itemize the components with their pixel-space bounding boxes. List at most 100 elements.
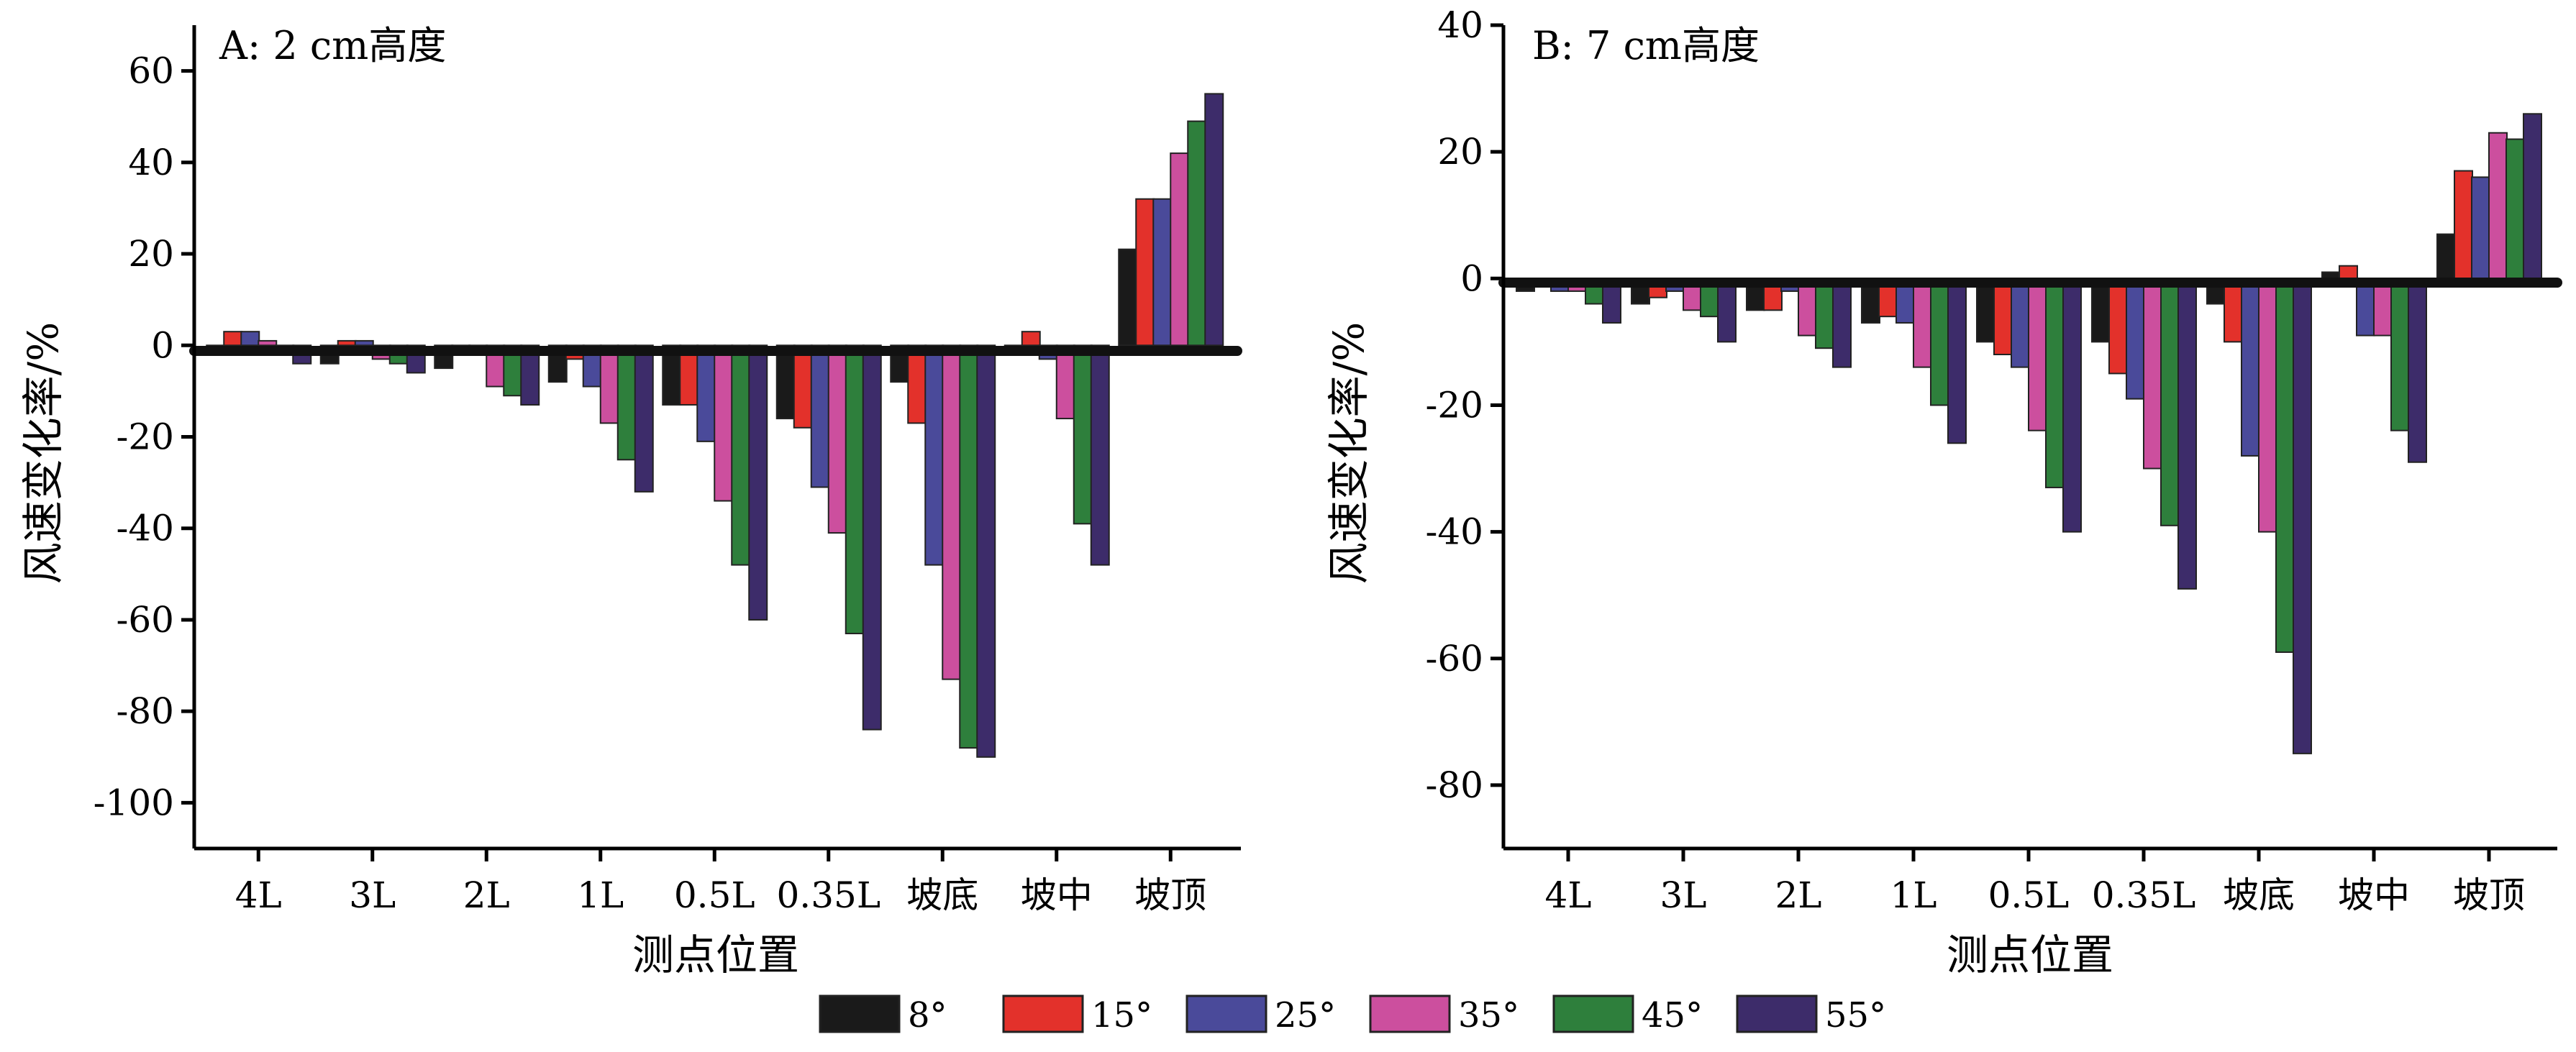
- bar: [1913, 278, 1932, 368]
- bar: [2523, 113, 2542, 280]
- bar: [2045, 278, 2065, 488]
- bar: [845, 344, 865, 635]
- bar: [959, 344, 979, 749]
- x-tick-label: 坡顶: [1134, 874, 1206, 916]
- legend-label: 8°: [908, 995, 947, 1035]
- bar: [223, 331, 243, 347]
- bar: [240, 331, 260, 347]
- bar: [907, 344, 927, 424]
- bar: [2471, 176, 2490, 280]
- bar: [599, 344, 619, 424]
- bar: [2224, 278, 2243, 343]
- legend: 8° 15° 25° 35° 45° 55°: [819, 994, 1886, 1035]
- x-axis-ticks-a: 4L 3L 2L 1L 0.5L 0.35L 坡底 坡中 坡顶: [235, 849, 1206, 916]
- bar: [1187, 120, 1207, 347]
- bar: [1073, 344, 1093, 525]
- legend-swatch: [1552, 994, 1634, 1033]
- x-tick-label: 2L: [1775, 874, 1821, 916]
- bar: [1993, 278, 2013, 355]
- bar: [634, 344, 654, 493]
- y-tick-label: 60: [128, 50, 174, 92]
- bar: [2126, 278, 2145, 400]
- panel-b: 风速变化率/% 40 20 0 -20 -40 -60 -80 4L 3L 2L 1L 0.5L 0.…: [1324, 4, 2562, 979]
- bars-a: [206, 93, 1224, 758]
- panel-title-b: B: 7 cm高度: [1532, 23, 1760, 68]
- bar: [2160, 278, 2180, 526]
- bar: [2408, 278, 2427, 463]
- y-tick-label: -80: [116, 690, 174, 732]
- bar: [1976, 278, 1995, 343]
- legend-label: 25°: [1275, 995, 1336, 1035]
- bar: [2062, 278, 2082, 533]
- y-tick-label: 0: [151, 324, 174, 366]
- y-tick-label: 20: [128, 233, 174, 275]
- bar: [1055, 344, 1075, 420]
- x-axis-title-a: 测点位置: [632, 930, 799, 979]
- x-axis-title-b: 测点位置: [1947, 930, 2113, 979]
- x-tick-label: 0.35L: [2092, 874, 2196, 916]
- panel-a: 风速变化率/% 60 40 20 0 -20 -40 -60 -80 -100 4L 3L 2L 1L…: [19, 23, 1242, 979]
- x-tick-label: 1L: [577, 874, 624, 916]
- bar: [1170, 152, 1190, 347]
- bar: [2454, 170, 2473, 280]
- y-tick-label: 0: [1460, 257, 1483, 299]
- x-tick-label: 坡中: [1021, 874, 1093, 916]
- bar: [1204, 93, 1224, 347]
- bars-b: [1516, 113, 2542, 754]
- bar: [793, 344, 813, 429]
- bar: [1090, 344, 1110, 566]
- bar: [942, 344, 962, 680]
- y-tick-label: 40: [1437, 4, 1483, 46]
- x-tick-label: 坡顶: [2453, 874, 2525, 916]
- bar: [810, 344, 830, 488]
- bar: [258, 339, 278, 347]
- bar: [731, 344, 751, 566]
- bar: [2143, 278, 2162, 470]
- bar: [2488, 132, 2508, 280]
- bar: [2390, 278, 2410, 431]
- bar: [2177, 278, 2197, 590]
- bar: [862, 344, 882, 731]
- bar: [2091, 278, 2111, 343]
- bar: [2506, 138, 2525, 280]
- legend-swatch: [1002, 994, 1084, 1033]
- legend-swatch: [1369, 994, 1451, 1033]
- bar: [1135, 198, 1155, 347]
- y-tick-label: -60: [116, 599, 174, 641]
- x-tick-label: 0.5L: [674, 874, 755, 916]
- bar: [2293, 278, 2312, 754]
- bar: [714, 344, 734, 502]
- bar: [827, 344, 847, 534]
- bar: [696, 344, 716, 442]
- y-axis-ticks-b: 40 20 0 -20 -40 -60 -80: [1425, 4, 1503, 806]
- bar: [354, 339, 374, 347]
- bar: [1021, 331, 1041, 347]
- bar: [1832, 278, 1852, 368]
- bar: [1152, 198, 1173, 347]
- y-axis-title-a: 风速变化率/%: [19, 322, 68, 585]
- bar: [748, 344, 768, 621]
- y-tick-label: 40: [128, 142, 174, 183]
- legend-label: 45°: [1642, 995, 1703, 1035]
- panel-title-a: A: 2 cm高度: [219, 23, 446, 68]
- bar: [616, 344, 637, 461]
- legend-label: 55°: [1825, 995, 1886, 1035]
- x-tick-label: 1L: [1890, 874, 1936, 916]
- x-tick-label: 3L: [349, 874, 396, 916]
- x-tick-label: 坡底: [2223, 874, 2295, 916]
- x-tick-label: 2L: [463, 874, 510, 916]
- y-tick-label: -20: [1425, 384, 1483, 426]
- y-tick-label: -20: [116, 416, 174, 458]
- legend-swatch: [1185, 994, 1267, 1033]
- legend-swatch: [819, 994, 901, 1033]
- y-tick-label: -40: [1425, 511, 1483, 553]
- bar: [2011, 278, 2030, 368]
- bar: [2321, 271, 2341, 280]
- x-tick-label: 3L: [1660, 874, 1706, 916]
- x-tick-label: 4L: [1544, 874, 1591, 916]
- bar: [2436, 233, 2456, 280]
- bar: [337, 339, 357, 347]
- x-tick-label: 坡底: [906, 874, 978, 916]
- x-tick-label: 0.5L: [1988, 874, 2070, 916]
